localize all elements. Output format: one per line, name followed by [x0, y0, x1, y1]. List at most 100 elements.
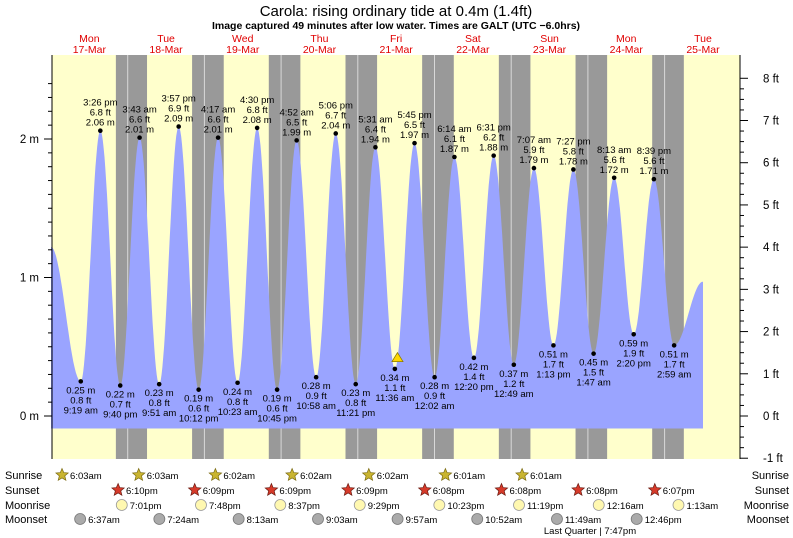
- sunrise-time: 6:03am: [70, 471, 102, 482]
- high-tide-m: 2.08 m: [243, 115, 272, 126]
- moonset-time: 9:57am: [406, 515, 438, 526]
- low-tide-ft: 0.8 ft: [227, 397, 248, 408]
- high-tide-m: 1.88 m: [479, 143, 508, 154]
- moonset-row-label-right: Moonset: [747, 514, 789, 526]
- low-tide-point: [591, 351, 596, 356]
- low-tide-m: 0.51 m: [539, 349, 568, 360]
- low-tide-m: 0.22 m: [106, 390, 135, 401]
- high-tide-m: 2.01 m: [125, 125, 154, 136]
- low-tide-point: [392, 366, 398, 372]
- low-tide-point: [78, 379, 84, 384]
- sunrise-icon: [208, 467, 223, 482]
- low-tide-time: 9:40 pm: [103, 410, 137, 421]
- low-tide-ft: 0.6 ft: [188, 404, 209, 415]
- high-tide-m: 1.99 m: [282, 127, 311, 138]
- day-header-date: 24-Mar: [610, 44, 644, 56]
- high-tide-time: 8:13 am: [597, 145, 631, 156]
- high-tide-time: 8:39 pm: [637, 146, 671, 157]
- sunrise-time: 6:01am: [530, 471, 562, 482]
- moonset-icon: [153, 513, 166, 525]
- low-tide-point: [551, 343, 556, 348]
- low-tide-time: 9:51 am: [142, 408, 176, 419]
- high-tide-ft: 6.2 ft: [483, 133, 504, 144]
- moonrise-time: 1:13am: [686, 501, 718, 512]
- low-tide-point: [353, 381, 359, 387]
- low-tide-ft: 0.7 ft: [110, 400, 131, 411]
- right-tick-label: 8 ft: [763, 73, 780, 85]
- low-tide-m: 0.23 m: [341, 388, 370, 399]
- low-tide-point: [671, 343, 677, 348]
- high-tide-m: 2.04 m: [321, 120, 350, 131]
- high-tide-point: [98, 128, 103, 133]
- low-tide-ft: 0.8 ft: [70, 395, 91, 406]
- moonset-time: 12:46pm: [645, 515, 682, 526]
- low-tide-ft: 1.5 ft: [583, 368, 604, 379]
- moonrise-icon: [195, 499, 207, 511]
- low-tide-point: [117, 383, 123, 388]
- moon-phase-label: Last Quarter | 7:47pm: [544, 526, 636, 537]
- low-tide-time: 1:47 am: [576, 378, 610, 389]
- sunset-time: 6:08pm: [433, 486, 465, 497]
- sunrise-row-label-left: Sunrise: [5, 470, 42, 482]
- high-tide-ft: 6.9 ft: [168, 104, 189, 115]
- left-tick-label: 1 m: [20, 273, 39, 285]
- day-header-date: 22-Mar: [456, 44, 490, 56]
- moonrise-icon: [592, 499, 605, 511]
- sunset-time: 6:09pm: [203, 486, 235, 497]
- sunset-time: 6:08pm: [509, 486, 541, 497]
- moonrise-icon: [672, 499, 685, 511]
- high-tide-ft: 6.1 ft: [444, 134, 465, 145]
- axes: 0 m 1 m 2 m -1 ft 0 ft 1 ft 2 ft 3 ft 4 ft 5 ft 6 …: [20, 55, 784, 465]
- day-header-name: Tue: [157, 33, 175, 45]
- moonset-time: 6:37am: [88, 515, 120, 526]
- low-tide-ft: 0.9 ft: [424, 391, 445, 402]
- day-header-name: Mon: [616, 33, 637, 45]
- moonrise-time: 9:29pm: [368, 501, 400, 512]
- high-tide-point: [651, 176, 657, 182]
- day-header-date: 23-Mar: [533, 44, 567, 56]
- sunset-icon: [417, 482, 432, 497]
- day-header-name: Wed: [232, 33, 254, 45]
- sunrise-icon: [438, 467, 453, 482]
- high-tide-ft: 6.4 ft: [365, 124, 386, 135]
- sunset-icon: [647, 482, 662, 497]
- sunrise-icon: [285, 467, 300, 482]
- sunrise-icon: [515, 467, 530, 482]
- low-tide-ft: 1.7 ft: [543, 359, 564, 370]
- high-tide-point: [373, 145, 378, 150]
- high-tide-ft: 6.5 ft: [286, 117, 307, 128]
- high-tide-time: 3:43 am: [122, 105, 156, 116]
- low-tide-m: 0.24 m: [223, 387, 252, 398]
- high-tide-time: 7:27 pm: [556, 136, 590, 147]
- low-tide-ft: 1.7 ft: [664, 359, 685, 370]
- high-tide-m: 1.79 m: [519, 155, 548, 166]
- high-tide-time: 5:06 pm: [319, 100, 353, 111]
- high-tide-point: [333, 131, 339, 136]
- high-tide-time: 6:14 am: [437, 124, 471, 135]
- moonrise-row-label-left: Moonrise: [5, 500, 50, 512]
- moonset-time: 8:13am: [247, 515, 279, 526]
- high-tide-m: 1.87 m: [440, 144, 469, 155]
- low-tide-m: 0.19 m: [263, 394, 292, 405]
- high-tide-point: [491, 153, 496, 158]
- left-tick-label: 0 m: [20, 411, 39, 423]
- high-tide-time: 3:57 pm: [162, 94, 196, 105]
- chart-subtitle: Image captured 49 minutes after low wate…: [212, 20, 580, 32]
- day-header-date: 21-Mar: [380, 44, 414, 56]
- moonset-time: 11:49am: [565, 515, 601, 526]
- low-tide-m: 0.19 m: [184, 394, 213, 405]
- sunset-row-label-right: Sunset: [755, 485, 789, 497]
- sunrise-time: 6:03am: [147, 471, 179, 482]
- low-tide-time: 11:36 am: [375, 393, 414, 404]
- low-tide-m: 0.25 m: [66, 385, 95, 396]
- high-tide-m: 1.71 m: [639, 166, 668, 177]
- low-tide-m: 0.23 m: [145, 388, 174, 399]
- low-tide-point: [631, 331, 637, 337]
- day-header-name: Fri: [390, 33, 402, 45]
- high-tide-point: [611, 175, 617, 181]
- low-tide-point: [471, 355, 477, 361]
- high-tide-ft: 5.6 ft: [643, 156, 664, 167]
- high-tide-ft: 6.8 ft: [247, 105, 268, 116]
- day-headers: Mon17-MarTue18-MarWed19-MarThu20-MarFri2…: [73, 33, 720, 56]
- high-tide-m: 1.94 m: [361, 134, 390, 145]
